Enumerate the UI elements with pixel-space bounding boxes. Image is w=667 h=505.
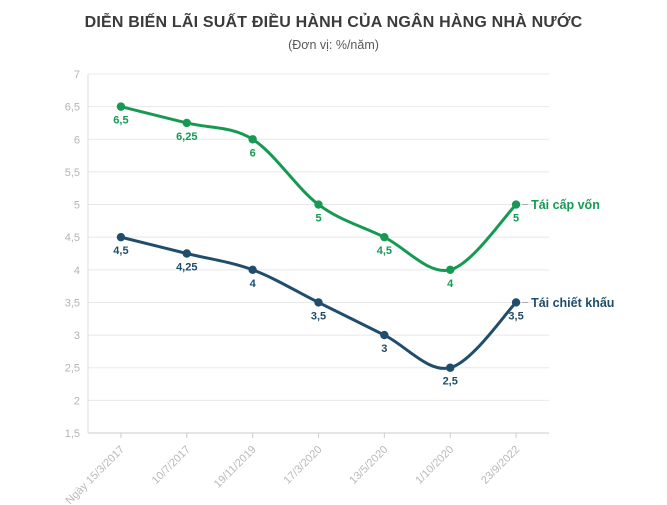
data-point-marker (446, 265, 455, 275)
series-name-label: Tái chiết khấu (531, 296, 614, 310)
y-axis-tick-label: 3 (74, 330, 80, 342)
x-axis-tick-label: Ngày 15/3/2017 (64, 444, 127, 505)
data-point-marker (314, 298, 323, 307)
data-point-label: 6,25 (176, 131, 197, 143)
data-point-marker (116, 232, 126, 242)
data-point-marker (248, 265, 257, 275)
y-axis-tick-label: 6 (74, 134, 80, 146)
data-point-marker (182, 118, 191, 128)
x-axis-tick-label: 1/10/2020 (413, 444, 456, 487)
data-point-label: 5 (315, 213, 321, 225)
y-axis-tick-label: 1,5 (65, 428, 80, 440)
data-point-marker (182, 249, 191, 258)
y-axis-tick-label: 5,5 (65, 167, 80, 179)
data-point-marker (314, 200, 323, 209)
data-point-marker (511, 298, 521, 307)
y-axis-tick-label: 2,5 (65, 363, 80, 375)
chart-subtitle: (Đơn vị: %/năm) (288, 38, 379, 52)
data-point-label: 2,5 (443, 376, 458, 388)
y-axis-tick-label: 2 (74, 395, 80, 407)
data-point-label: 6,5 (113, 115, 128, 127)
data-point-label: 3 (381, 343, 387, 355)
data-point-label: 4 (447, 278, 454, 290)
data-point-marker (446, 363, 455, 372)
x-axis-tick-label: 23/9/2022 (479, 444, 522, 487)
chart-title: DIỄN BIẾN LÃI SUẤT ĐIỀU HÀNH CỦA NGÂN HÀ… (84, 14, 583, 31)
data-point-label: 4 (250, 278, 257, 290)
x-axis-tick-label: 17/3/2020 (282, 444, 325, 487)
y-axis-tick-label: 4,5 (65, 232, 80, 244)
y-axis-tick-label: 4 (74, 265, 80, 277)
data-point-label: 4,25 (176, 262, 197, 274)
x-axis-tick-label: 13/5/2020 (347, 444, 390, 487)
series-name-label: Tái cấp vốn (531, 198, 600, 212)
data-point-marker (380, 330, 389, 340)
data-point-label: 4,5 (377, 245, 392, 257)
data-point-marker (248, 135, 257, 144)
y-axis-tick-label: 7 (74, 69, 80, 81)
data-point-label: 6 (250, 147, 256, 159)
data-point-marker (511, 200, 521, 209)
data-point-label: 3,5 (508, 310, 523, 322)
x-axis-tick-label: 19/11/2019 (212, 444, 259, 491)
data-point-label: 3,5 (311, 310, 326, 322)
y-axis-tick-label: 6,5 (65, 102, 80, 114)
data-point-label: 4,5 (113, 245, 128, 257)
y-axis-tick-label: 5 (74, 200, 80, 212)
data-point-label: 5 (513, 213, 519, 225)
x-axis-tick-label: 10/7/2017 (150, 444, 193, 487)
data-point-marker (380, 232, 389, 242)
y-axis-tick-label: 3,5 (65, 297, 80, 309)
data-point-marker (116, 102, 126, 111)
